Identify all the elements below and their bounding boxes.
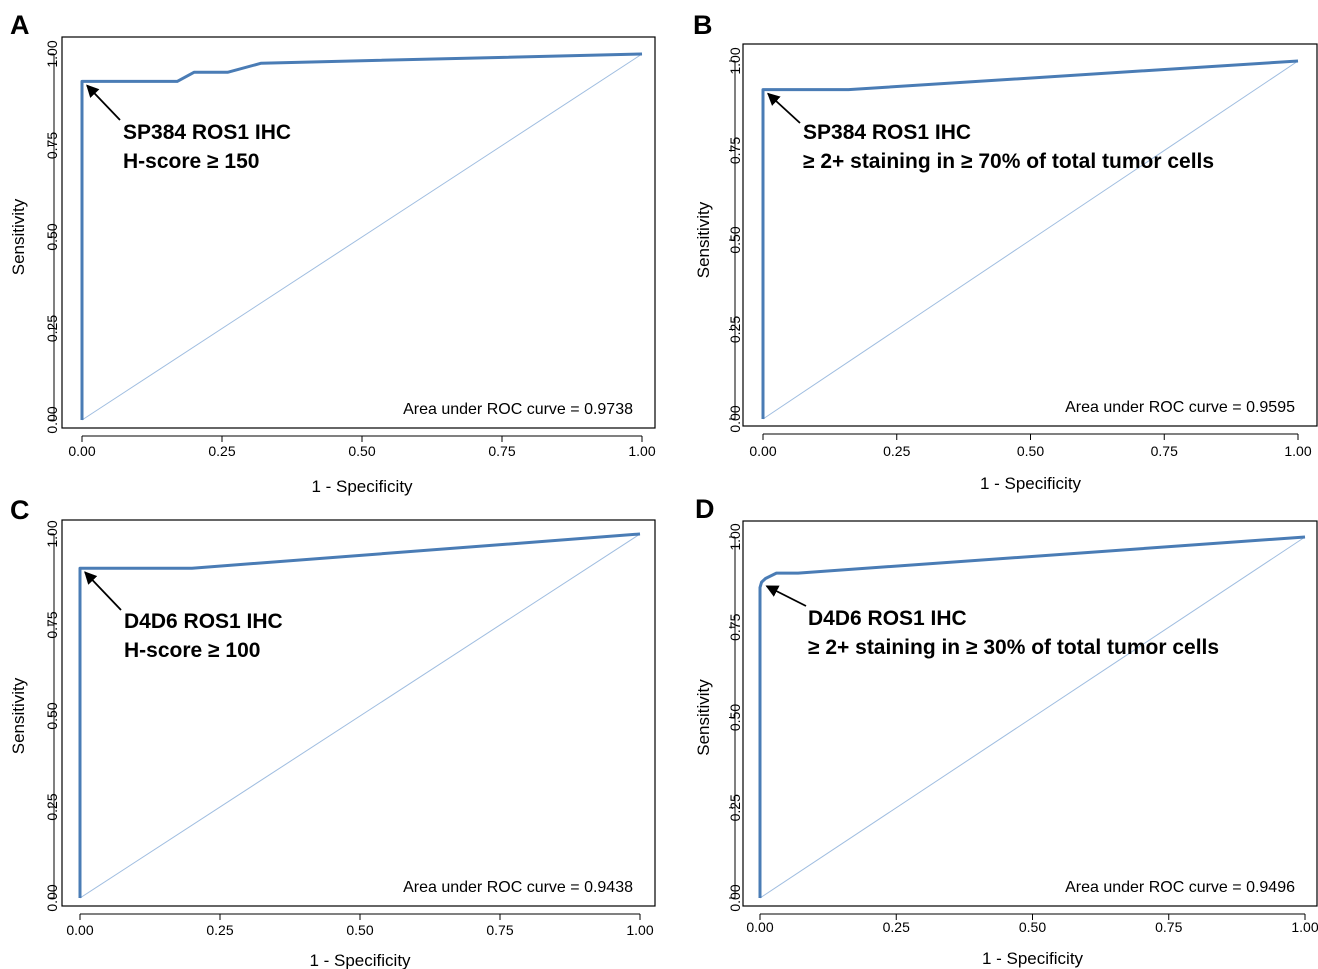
cutoff-arrow — [84, 571, 122, 611]
y-tick-label: 0.25 — [44, 315, 60, 342]
y-tick-label: 0.75 — [727, 137, 743, 164]
x-axis-label: 1 - Specificity — [980, 474, 1082, 493]
cutoff-annotation: H-score ≥ 150 — [123, 150, 259, 173]
x-axis-label: 1 - Specificity — [309, 951, 411, 969]
y-tick-label: 0.00 — [44, 406, 60, 433]
y-tick-label: 0.75 — [44, 611, 60, 638]
cutoff-annotation: ≥ 2+ staining in ≥ 70% of total tumor ce… — [803, 150, 1214, 173]
cutoff-arrow — [767, 92, 801, 124]
x-tick-label: 0.50 — [1019, 919, 1046, 935]
plot-frame — [61, 36, 656, 429]
roc-panel-b: B 0.00 0.25 0.50 0.75 1.00 0.00 0.25 0.50 0.75 1.0… — [693, 10, 1318, 493]
y-axis-label: Sensitivity — [694, 201, 713, 278]
y-tick-label: 0.50 — [727, 704, 743, 731]
x-tick-label: 0.25 — [206, 922, 233, 938]
auc-label: Area under ROC curve = 0.9496 — [1065, 879, 1295, 896]
y-tick-label: 0.25 — [727, 794, 743, 821]
roc-panel-d: D 0.00 0.25 0.50 0.75 1.00 0.00 0.25 0.50 0.75 1.0… — [694, 494, 1318, 968]
y-tick-label: 1.00 — [44, 520, 60, 547]
plot-frame — [61, 519, 656, 907]
x-tick-label: 0.00 — [66, 922, 93, 938]
x-tick-label: 0.00 — [746, 919, 773, 935]
x-tick-label: 1.00 — [1284, 443, 1311, 459]
x-tick-label: 0.50 — [346, 922, 373, 938]
panel-label: A — [10, 10, 30, 40]
auc-label: Area under ROC curve = 0.9438 — [403, 879, 633, 896]
y-tick-label: 0.50 — [44, 702, 60, 729]
roc-curve — [80, 52, 643, 420]
y-tick-label: 0.25 — [44, 793, 60, 820]
roc-curve — [78, 532, 641, 898]
y-tick-label: 1.00 — [727, 47, 743, 74]
x-axis-label: 1 - Specificity — [982, 949, 1084, 968]
roc-curve — [761, 59, 1299, 419]
reference-diagonal — [759, 536, 1306, 899]
y-axis-label: Sensitivity — [694, 679, 713, 756]
plot-frame — [742, 520, 1318, 907]
y-tick-label: 0.00 — [44, 884, 60, 911]
y-tick-label: 0.50 — [727, 226, 743, 253]
reference-diagonal — [81, 53, 643, 421]
cutoff-annotation: D4D6 ROS1 IHC — [124, 610, 283, 633]
x-tick-label: 1.00 — [628, 443, 655, 459]
x-axis-label: 1 - Specificity — [311, 477, 413, 496]
x-tick-label: 0.75 — [486, 922, 513, 938]
y-tick-label: 1.00 — [727, 523, 743, 550]
auc-label: Area under ROC curve = 0.9738 — [403, 401, 633, 418]
y-tick-label: 0.50 — [44, 223, 60, 250]
y-tick-label: 0.75 — [727, 613, 743, 640]
cutoff-arrow — [765, 585, 807, 607]
x-tick-label: 0.00 — [749, 443, 776, 459]
x-tick-label: 0.00 — [68, 443, 95, 459]
roc-curve — [758, 535, 1306, 898]
x-tick-label: 1.00 — [626, 922, 653, 938]
y-axis-label: Sensitivity — [9, 677, 28, 754]
cutoff-annotation: D4D6 ROS1 IHC — [808, 607, 967, 630]
plot-frame — [742, 43, 1318, 427]
x-tick-label: 0.50 — [1017, 443, 1044, 459]
y-tick-label: 0.00 — [727, 405, 743, 432]
cutoff-annotation: H-score ≥ 100 — [124, 639, 260, 662]
cutoff-annotation: SP384 ROS1 IHC — [803, 121, 971, 144]
x-tick-label: 0.50 — [348, 443, 375, 459]
y-tick-label: 0.00 — [727, 884, 743, 911]
x-tick-label: 0.25 — [208, 443, 235, 459]
reference-diagonal — [79, 533, 641, 899]
roc-panel-a: A 0.00 0.25 0.50 0.75 1.00 0.00 0.25 0.50 0.75 1.0… — [9, 10, 656, 496]
panel-label: B — [693, 10, 713, 40]
x-tick-label: 1.00 — [1291, 919, 1318, 935]
x-tick-label: 0.75 — [488, 443, 515, 459]
y-tick-label: 0.25 — [727, 316, 743, 343]
x-tick-label: 0.75 — [1151, 443, 1178, 459]
cutoff-arrow — [86, 84, 121, 121]
x-tick-label: 0.25 — [883, 443, 910, 459]
cutoff-annotation: ≥ 2+ staining in ≥ 30% of total tumor ce… — [808, 636, 1219, 659]
y-axis-label: Sensitivity — [9, 198, 28, 275]
cutoff-annotation: SP384 ROS1 IHC — [123, 121, 291, 144]
panel-label: D — [695, 494, 715, 524]
y-tick-label: 1.00 — [44, 40, 60, 67]
x-tick-label: 0.25 — [883, 919, 910, 935]
x-tick-label: 0.75 — [1155, 919, 1182, 935]
roc-panel-c: C 0.00 0.25 0.50 0.75 1.00 0.00 0.25 0.50 0.75 1.0… — [9, 495, 656, 969]
panel-label: C — [10, 495, 30, 525]
reference-diagonal — [762, 60, 1299, 420]
y-tick-label: 0.75 — [44, 132, 60, 159]
auc-label: Area under ROC curve = 0.9595 — [1065, 399, 1295, 416]
